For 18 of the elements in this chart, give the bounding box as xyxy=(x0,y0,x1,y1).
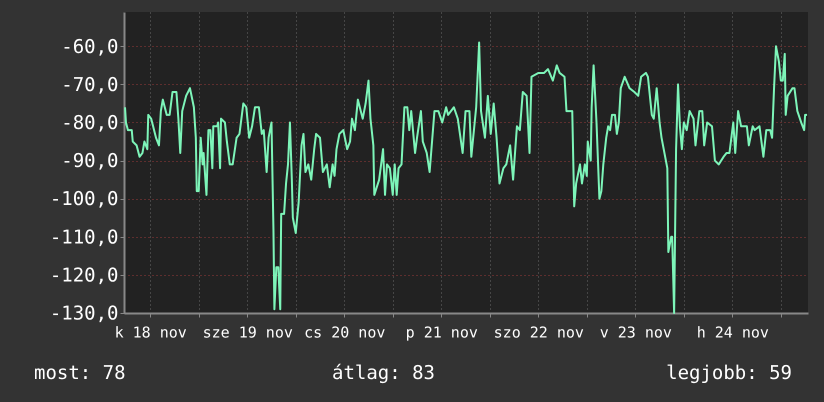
x-tick-label: k 18 nov xyxy=(114,324,187,342)
y-tick-label: -80,0 xyxy=(61,112,118,134)
x-tick-label: cs 20 nov xyxy=(304,324,386,342)
text: átlag: 83 xyxy=(332,362,435,384)
y-tick-label: -70,0 xyxy=(61,74,118,96)
y-tick-label: -100,0 xyxy=(50,188,118,210)
y-tick-label: -130,0 xyxy=(50,302,118,324)
y-tick-label: -90,0 xyxy=(61,150,118,172)
x-tick-label: szo 22 nov xyxy=(494,324,584,342)
x-tick-label: sze 19 nov xyxy=(202,324,293,342)
text: most: 78 xyxy=(34,362,126,384)
x-tick-label: h 24 nov xyxy=(696,324,769,342)
x-tick-label: v 23 nov xyxy=(600,324,672,342)
y-tick-label: -120,0 xyxy=(50,264,118,286)
text: legjobb: 59 xyxy=(666,362,792,384)
x-tick-label: p 21 nov xyxy=(406,324,478,342)
y-tick-label: -110,0 xyxy=(50,226,118,248)
y-tick-label: -60,0 xyxy=(61,36,118,58)
